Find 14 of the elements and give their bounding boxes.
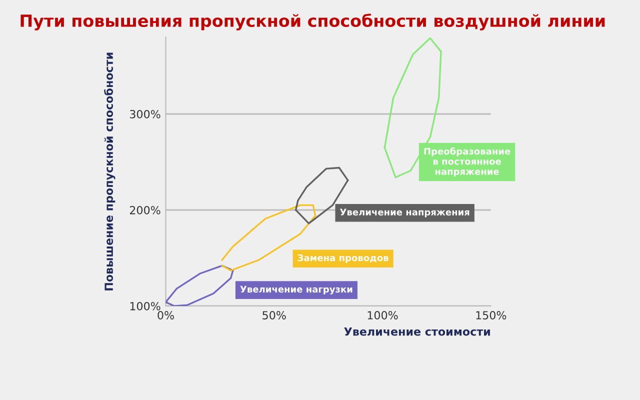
text: Увеличение напряжения bbox=[340, 208, 470, 218]
y-axis-title: Повышение пропускной способности bbox=[104, 52, 116, 290]
x-tick-label: 0% bbox=[158, 311, 174, 320]
x-tick-label: 100% bbox=[368, 311, 398, 320]
x-tick-label: 150% bbox=[476, 311, 506, 320]
y-tick-label: 200% bbox=[130, 206, 160, 214]
x-tick-label: 50% bbox=[262, 311, 286, 320]
y-tick-label: 300% bbox=[130, 110, 160, 118]
text: Замена проводов bbox=[298, 254, 388, 263]
chart-title: Пути повышения пропускной способности воздушной линии bbox=[20, 14, 605, 30]
y-tick-label: 100% bbox=[130, 302, 160, 310]
x-axis-title: Увеличение стоимости bbox=[344, 328, 490, 336]
series-label: Увеличение нагрузки bbox=[240, 286, 352, 294]
series-label: Преобразование в постоянное напряжение bbox=[424, 147, 510, 177]
